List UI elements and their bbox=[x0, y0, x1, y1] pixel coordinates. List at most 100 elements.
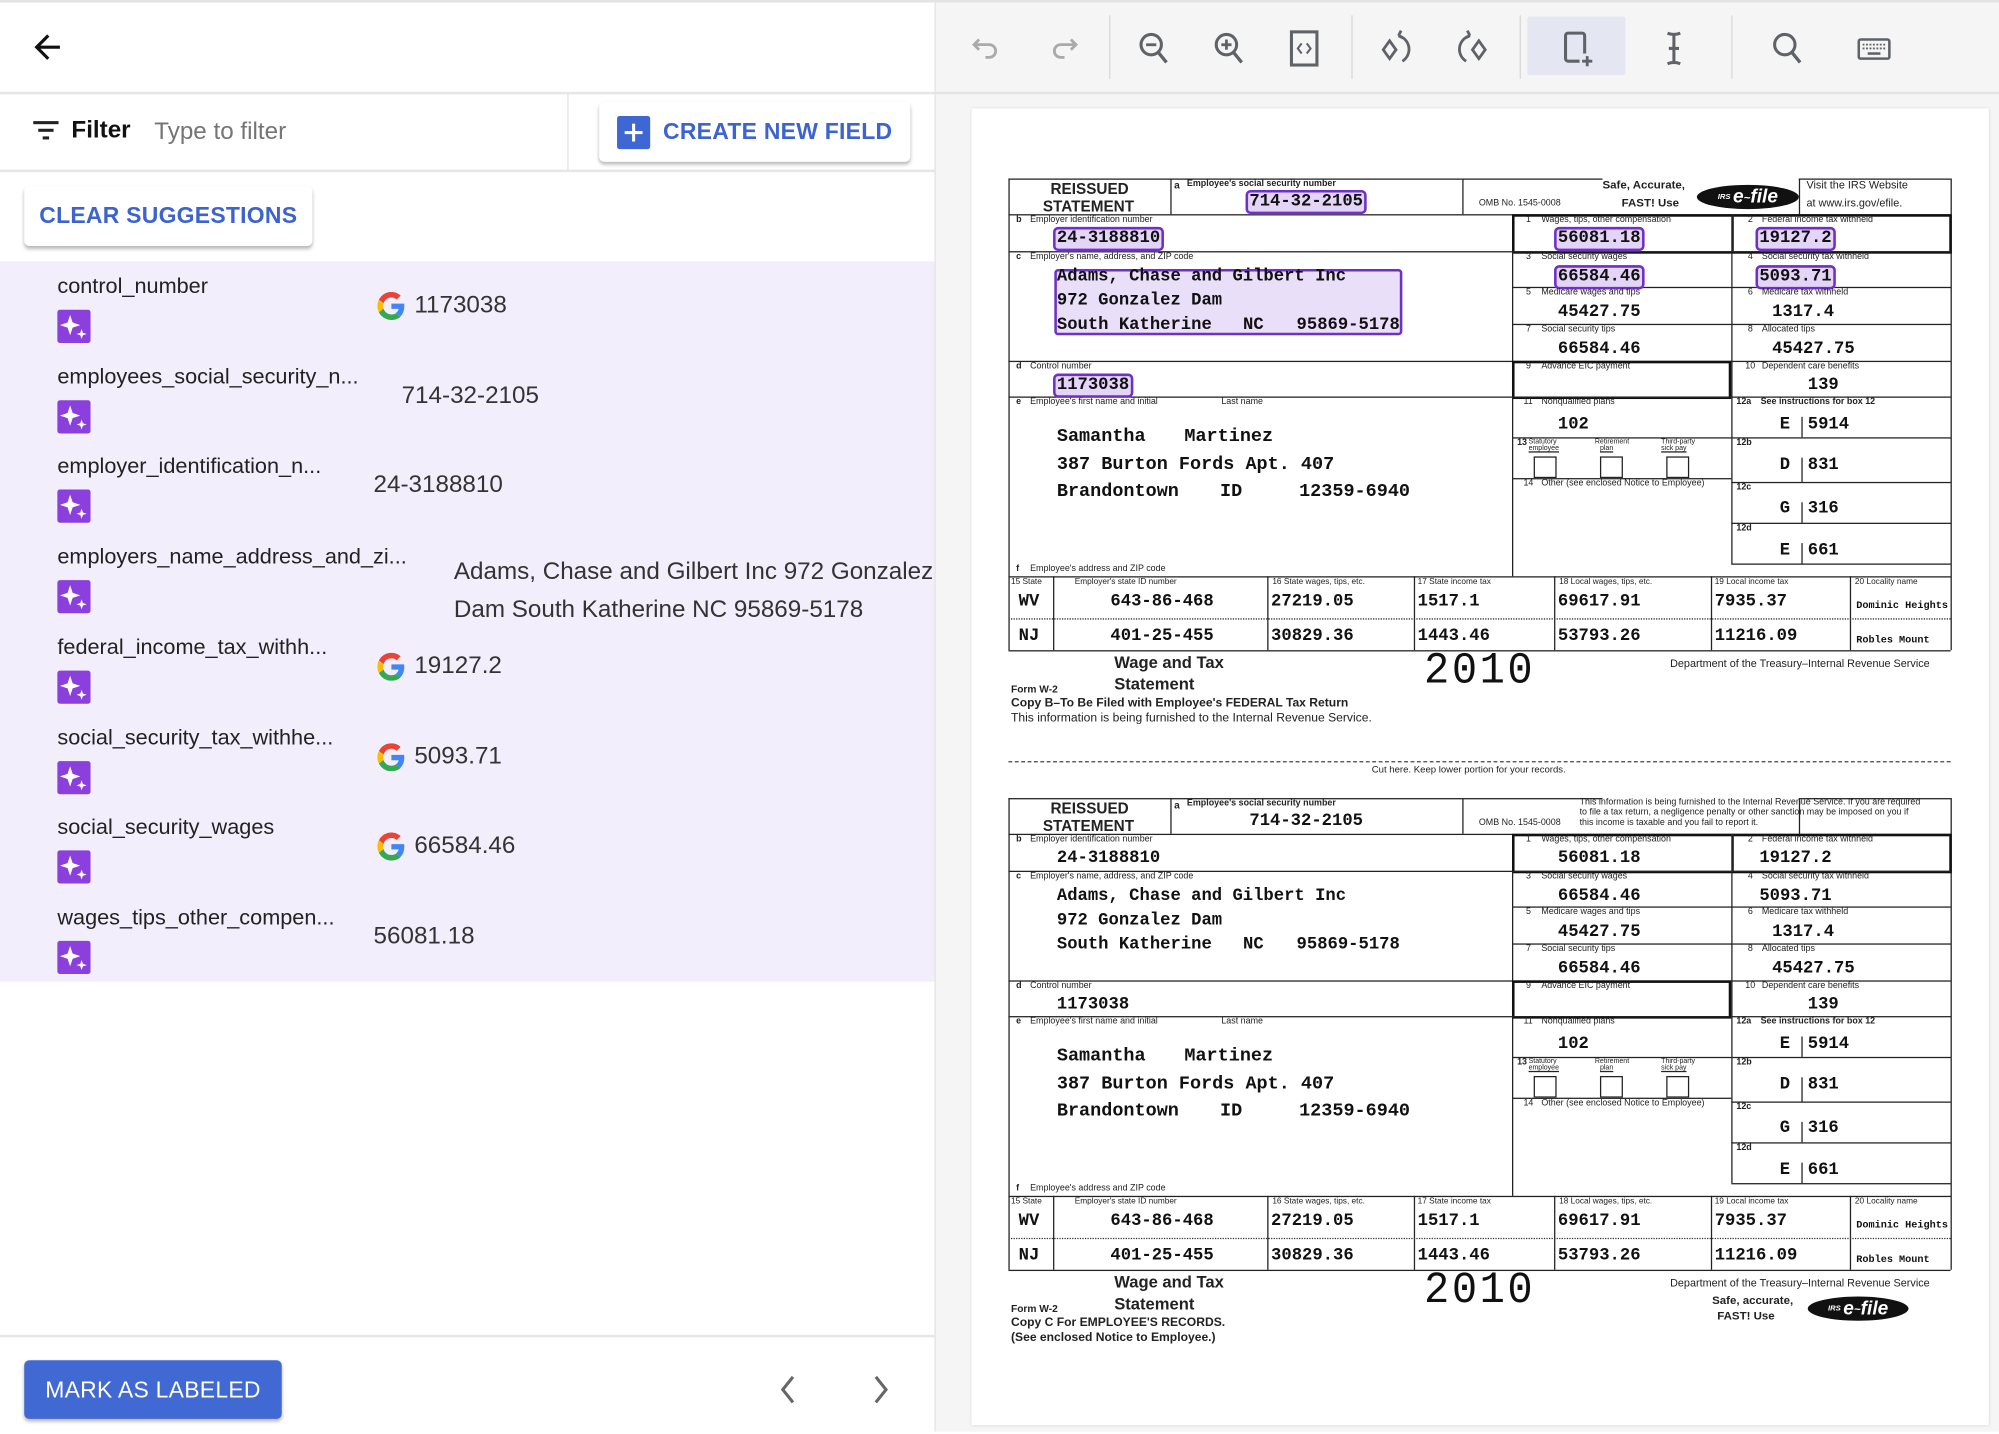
form-value[interactable]: D bbox=[1779, 456, 1791, 476]
local-wages[interactable]: 53793.26 bbox=[1557, 1246, 1641, 1266]
state-tax[interactable]: 1443.46 bbox=[1417, 1246, 1490, 1266]
box-4-value[interactable]: 5093.71 bbox=[1755, 265, 1836, 290]
employer-city-value[interactable]: South Katherine bbox=[1056, 935, 1212, 955]
fit-page-button[interactable] bbox=[1281, 25, 1327, 71]
local-wages[interactable]: 69617.91 bbox=[1557, 592, 1641, 612]
employer-name-value[interactable]: Adams, Chase and Gilbert Inc bbox=[1056, 267, 1347, 287]
employee-last-name[interactable]: Martinez bbox=[1184, 1046, 1274, 1068]
box-3-value[interactable]: 66584.46 bbox=[1557, 887, 1641, 907]
search-button[interactable] bbox=[1764, 25, 1810, 71]
box-1-value[interactable]: 56081.18 bbox=[1557, 849, 1641, 869]
employer-zip-value[interactable]: 95869-5178 bbox=[1296, 935, 1400, 955]
state-id[interactable]: 401-25-455 bbox=[1110, 1246, 1214, 1266]
text-select-button[interactable] bbox=[1651, 25, 1697, 71]
third-party-sick-pay-checkbox[interactable] bbox=[1666, 1075, 1690, 1098]
back-button[interactable] bbox=[28, 28, 66, 66]
draw-box-button[interactable] bbox=[1554, 25, 1600, 71]
employee-city[interactable]: Brandontown bbox=[1056, 1101, 1179, 1122]
state-tax[interactable]: 1443.46 bbox=[1417, 627, 1490, 647]
locality-name[interactable]: Dominic Heights bbox=[1856, 1220, 1949, 1232]
state-wages[interactable]: 30829.36 bbox=[1271, 1246, 1354, 1266]
ssn-value[interactable]: 714-32-2105 bbox=[1249, 812, 1363, 832]
box-6-value[interactable]: 1317.4 bbox=[1772, 303, 1835, 323]
employer-state-value[interactable]: NC bbox=[1242, 316, 1264, 336]
box-1-value[interactable]: 56081.18 bbox=[1554, 226, 1645, 252]
employee-first-name[interactable]: Samantha bbox=[1056, 1046, 1146, 1068]
employee-state[interactable]: ID bbox=[1220, 1101, 1243, 1122]
previous-button[interactable] bbox=[770, 1370, 806, 1408]
locality-name[interactable]: Dominic Heights bbox=[1856, 600, 1949, 612]
state-id[interactable]: 401-25-455 bbox=[1110, 627, 1214, 647]
form-value[interactable]: 661 bbox=[1807, 541, 1839, 561]
field-suggestion-item[interactable]: employers_name_address_and_zi... Adams, … bbox=[0, 532, 934, 623]
state-wages[interactable]: 30829.36 bbox=[1271, 627, 1354, 647]
state-tax[interactable]: 1517.1 bbox=[1417, 592, 1480, 612]
box-5-value[interactable]: 45427.75 bbox=[1557, 303, 1641, 323]
box-4-value[interactable]: 5093.71 bbox=[1759, 887, 1832, 907]
form-value[interactable]: E bbox=[1779, 541, 1791, 561]
rotate-right-button[interactable] bbox=[1448, 25, 1494, 71]
local-tax[interactable]: 7935.37 bbox=[1714, 1212, 1788, 1232]
field-suggestion-item[interactable]: employees_social_security_n... 714-32-21… bbox=[0, 352, 934, 441]
form-value[interactable]: E bbox=[1779, 415, 1791, 435]
local-tax[interactable]: 7935.37 bbox=[1714, 592, 1788, 612]
state-code[interactable]: NJ bbox=[1018, 1246, 1040, 1266]
employer-street-value[interactable]: 972 Gonzalez Dam bbox=[1056, 291, 1223, 312]
box-10-value[interactable]: 139 bbox=[1807, 995, 1839, 1015]
control-number-value[interactable]: 1173038 bbox=[1056, 995, 1130, 1015]
employee-city[interactable]: Brandontown bbox=[1056, 481, 1179, 503]
ein-value[interactable]: 24-3188810 bbox=[1056, 849, 1161, 869]
box-2-value[interactable]: 19127.2 bbox=[1759, 849, 1832, 869]
redo-button[interactable] bbox=[1039, 25, 1085, 71]
employer-city-value[interactable]: South Katherine bbox=[1056, 316, 1212, 336]
undo-button[interactable] bbox=[965, 25, 1011, 71]
state-id[interactable]: 643-86-468 bbox=[1110, 592, 1214, 612]
field-suggestion-item[interactable]: social_security_wages 66584.46 bbox=[0, 802, 934, 891]
ein-value[interactable]: 24-3188810 bbox=[1053, 226, 1164, 252]
field-suggestion-item[interactable]: social_security_tax_withhe... 5093.71 bbox=[0, 713, 934, 802]
employee-street[interactable]: 387 Burton Fords Apt. 407 bbox=[1056, 1074, 1335, 1096]
statutory-employee-checkbox[interactable] bbox=[1533, 456, 1557, 479]
form-value[interactable]: 5914 bbox=[1807, 415, 1850, 435]
box-5-value[interactable]: 45427.75 bbox=[1557, 923, 1641, 943]
field-suggestion-item[interactable]: control_number 1173038 bbox=[0, 261, 934, 350]
employee-street[interactable]: 387 Burton Fords Apt. 407 bbox=[1056, 455, 1335, 476]
state-id[interactable]: 643-86-468 bbox=[1110, 1212, 1214, 1232]
locality-name[interactable]: Robles Mount bbox=[1856, 634, 1930, 647]
box-11-value[interactable]: 102 bbox=[1557, 1035, 1589, 1055]
state-wages[interactable]: 27219.05 bbox=[1271, 592, 1354, 612]
field-suggestion-item[interactable]: wages_tips_other_compen... 56081.18 bbox=[0, 892, 934, 981]
form-value[interactable]: E bbox=[1779, 1035, 1791, 1055]
state-code[interactable]: WV bbox=[1018, 1212, 1040, 1232]
form-value[interactable]: D bbox=[1779, 1075, 1791, 1096]
control-number-value[interactable]: 1173038 bbox=[1053, 373, 1134, 398]
zoom-out-button[interactable] bbox=[1131, 25, 1177, 71]
next-button[interactable] bbox=[863, 1370, 899, 1408]
form-value[interactable]: 831 bbox=[1807, 456, 1839, 476]
box-2-value[interactable]: 19127.2 bbox=[1755, 226, 1836, 252]
field-suggestion-item[interactable]: employer_identification_n... 24-3188810 bbox=[0, 441, 934, 530]
employer-zip-value[interactable]: 95869-5178 bbox=[1296, 316, 1400, 336]
field-suggestion-item[interactable]: federal_income_tax_withh... 19127.2 bbox=[0, 622, 934, 711]
form-value[interactable]: 316 bbox=[1807, 499, 1839, 519]
box-7-value[interactable]: 66584.46 bbox=[1557, 340, 1641, 360]
employee-first-name[interactable]: Samantha bbox=[1056, 427, 1146, 448]
employee-last-name[interactable]: Martinez bbox=[1184, 427, 1274, 448]
mark-as-labeled-button[interactable]: MARK AS LABELED bbox=[24, 1360, 282, 1419]
clear-suggestions-button[interactable]: CLEAR SUGGESTIONS bbox=[24, 186, 313, 247]
state-wages[interactable]: 27219.05 bbox=[1271, 1212, 1354, 1232]
state-code[interactable]: WV bbox=[1018, 592, 1040, 612]
employee-state[interactable]: ID bbox=[1220, 481, 1243, 503]
ssn-value[interactable]: 714-32-2105 bbox=[1245, 189, 1367, 215]
retirement-plan-checkbox[interactable] bbox=[1599, 1075, 1623, 1098]
state-tax[interactable]: 1517.1 bbox=[1417, 1212, 1480, 1232]
zoom-in-button[interactable] bbox=[1206, 25, 1252, 71]
box-10-value[interactable]: 139 bbox=[1807, 376, 1839, 396]
third-party-sick-pay-checkbox[interactable] bbox=[1666, 456, 1690, 479]
create-new-field-button[interactable]: CREATE NEW FIELD bbox=[599, 101, 911, 162]
employer-street-value[interactable]: 972 Gonzalez Dam bbox=[1056, 911, 1223, 931]
form-value[interactable]: G bbox=[1779, 499, 1791, 519]
retirement-plan-checkbox[interactable] bbox=[1599, 456, 1623, 479]
form-value[interactable]: E bbox=[1779, 1161, 1791, 1181]
box-8-value[interactable]: 45427.75 bbox=[1772, 959, 1855, 980]
